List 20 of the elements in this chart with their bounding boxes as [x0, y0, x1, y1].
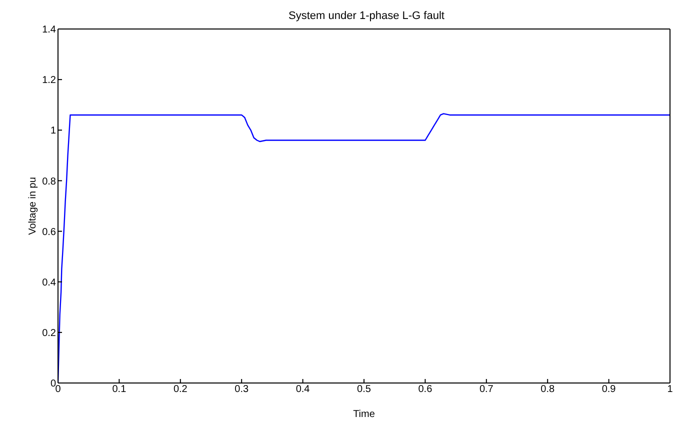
- y-tick-label: 1.4: [42, 24, 56, 36]
- x-tick-label: 0.4: [296, 384, 310, 396]
- x-tick-label: 0.1: [112, 384, 127, 396]
- y-tick-label: 0.4: [42, 277, 56, 288]
- y-tick-label: 0.6: [42, 226, 56, 238]
- y-axis-title: Voltage in pu: [28, 177, 39, 235]
- x-tick-label: 0.6: [418, 384, 433, 396]
- y-tick-label: 0.2: [42, 328, 56, 339]
- y-tick-label: 1.2: [42, 75, 56, 86]
- x-axis-title: Time: [353, 409, 376, 420]
- x-tick-label: 0.3: [234, 384, 249, 396]
- x-tick-label: 0.8: [540, 384, 555, 396]
- y-tick-label: 1: [50, 126, 56, 137]
- x-tick-label: 0.5: [357, 384, 372, 396]
- chart-title: System under 1-phase L-G fault: [288, 10, 446, 22]
- x-tick-label: 0.9: [602, 384, 616, 396]
- x-tick-label: 0.7: [479, 384, 494, 396]
- y-tick-label: 0.8: [42, 176, 56, 188]
- x-tick-label: 0.2: [173, 384, 188, 396]
- x-tick-label: 1: [667, 384, 674, 396]
